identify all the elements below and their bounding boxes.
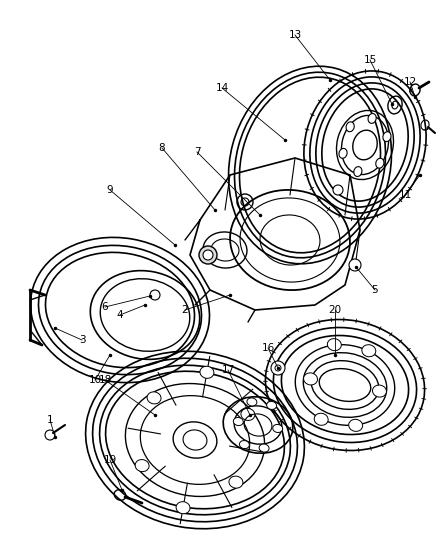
- Text: 19: 19: [103, 455, 117, 465]
- Text: 16: 16: [261, 343, 275, 353]
- Text: 3: 3: [79, 335, 85, 345]
- Ellipse shape: [383, 132, 391, 142]
- Ellipse shape: [339, 148, 347, 158]
- Ellipse shape: [147, 392, 161, 404]
- Circle shape: [150, 290, 160, 300]
- Circle shape: [349, 259, 361, 271]
- Circle shape: [333, 185, 343, 195]
- Ellipse shape: [200, 366, 214, 378]
- Text: 10: 10: [88, 375, 102, 385]
- Ellipse shape: [372, 385, 386, 397]
- Text: 9: 9: [107, 185, 113, 195]
- Text: 15: 15: [364, 55, 377, 65]
- Text: 18: 18: [99, 375, 112, 385]
- Ellipse shape: [346, 122, 354, 132]
- Ellipse shape: [241, 408, 255, 421]
- Ellipse shape: [362, 345, 376, 357]
- Text: 14: 14: [215, 83, 229, 93]
- Ellipse shape: [376, 158, 384, 168]
- Ellipse shape: [247, 398, 257, 406]
- Text: 2: 2: [182, 305, 188, 315]
- Circle shape: [275, 365, 281, 371]
- Ellipse shape: [304, 373, 318, 385]
- Ellipse shape: [240, 441, 249, 449]
- Ellipse shape: [314, 413, 328, 425]
- Text: 6: 6: [102, 302, 108, 312]
- Text: 4: 4: [117, 310, 124, 320]
- Circle shape: [203, 250, 213, 260]
- Text: 8: 8: [159, 143, 165, 153]
- Text: 12: 12: [403, 77, 417, 87]
- Ellipse shape: [176, 502, 190, 514]
- Ellipse shape: [233, 417, 243, 425]
- Ellipse shape: [354, 167, 362, 176]
- Text: 11: 11: [399, 190, 412, 200]
- Ellipse shape: [368, 114, 376, 123]
- Ellipse shape: [349, 419, 363, 431]
- Circle shape: [271, 361, 285, 375]
- Text: 5: 5: [372, 285, 378, 295]
- Ellipse shape: [273, 424, 283, 432]
- Ellipse shape: [259, 444, 269, 452]
- Ellipse shape: [327, 338, 341, 351]
- Text: 7: 7: [194, 147, 200, 157]
- Circle shape: [199, 246, 217, 264]
- Ellipse shape: [229, 476, 243, 488]
- Text: 17: 17: [221, 365, 235, 375]
- Text: 13: 13: [288, 30, 302, 40]
- Ellipse shape: [267, 401, 276, 409]
- Text: 20: 20: [328, 305, 342, 315]
- Ellipse shape: [135, 459, 149, 472]
- Text: 1: 1: [47, 415, 53, 425]
- Circle shape: [45, 430, 55, 440]
